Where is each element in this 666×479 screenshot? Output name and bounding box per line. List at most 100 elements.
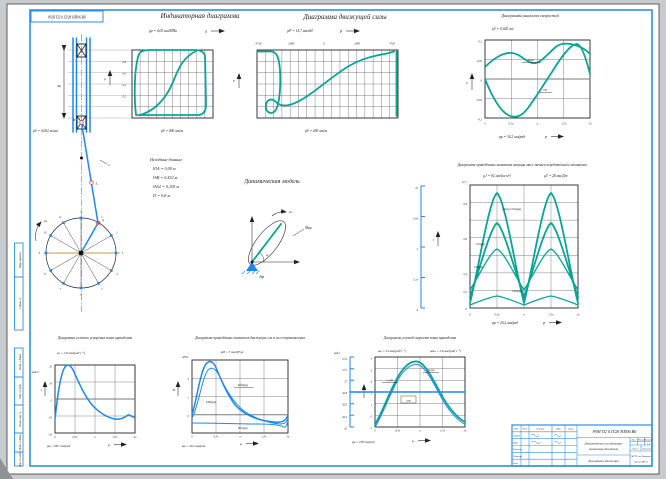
- Mc-label: Мспр(φ): [237, 427, 248, 430]
- svg-text:Перв. примен.: Перв. примен.: [19, 251, 22, 269]
- indicator-row-label: 0,8: [123, 61, 127, 64]
- title-velocity: Диаграммы аналогов скоростей: [500, 13, 559, 18]
- bracket-tick: 3/2π: [413, 218, 419, 221]
- inertia-ytick: 0,2: [464, 291, 468, 294]
- bracket-tick: 2π: [415, 187, 418, 190]
- eps-scale-phi: μφ = 68,7 мм/рад: [47, 444, 71, 449]
- initial-line: D = 0,8 м: [152, 193, 170, 199]
- model-omega-arc: [271, 209, 287, 217]
- J45-curve: [469, 295, 579, 306]
- omega-left-tick: 26,8: [342, 392, 347, 395]
- delta-omega-label: Δω(φ): [426, 369, 434, 372]
- point-A-label: А: [101, 218, 104, 222]
- omega-xtick: 0: [374, 430, 376, 433]
- svg-text:Подп. и дата: Подп. и дата: [19, 434, 22, 452]
- indicator-loop-curve: [133, 49, 207, 116]
- inertia-xtick: 1,5π: [549, 314, 554, 317]
- omega-xtick: 0,5π: [395, 430, 400, 433]
- omega-inner-tick: 0: [371, 416, 373, 419]
- svg-text:Инв. № дубл.: Инв. № дубл.: [19, 383, 22, 400]
- initial-line: lОА = 0,09 м: [153, 166, 176, 172]
- model-ellipse: [248, 220, 286, 266]
- title-moments: Диаграмма приведённых моментов движущих …: [194, 336, 305, 340]
- tb-row: Н.контр.: [512, 455, 523, 458]
- driving-x-value: -4728: [255, 43, 262, 46]
- tb-row: Пров.: [512, 441, 519, 444]
- crank-position-number: 2: [116, 231, 118, 234]
- tb-masshtab-value: 1:1: [647, 442, 650, 445]
- omega1-arc: [35, 221, 42, 242]
- eps-ytick: -10: [48, 417, 52, 420]
- Msum-curve: [191, 367, 289, 425]
- Jpr-curve: [469, 192, 579, 304]
- phi-arc: [259, 252, 265, 263]
- title-driving: Диаграмма движущей силы: [302, 13, 387, 21]
- jpr-label: Jпр: [259, 275, 264, 279]
- svg-text:Инв. № подл.: Инв. № подл.: [19, 451, 22, 468]
- gost-stamp-topleft: 8ЧН П2 0.П/28 НП06.В6: [30, 10, 104, 23]
- omega-left-tick: 26,6: [342, 404, 347, 407]
- J2-label: J2пр(φ): [476, 243, 485, 246]
- velocity-ytick: 0,1: [479, 41, 483, 44]
- crank-spoke: [50, 252, 82, 271]
- inertia-xtick: 2π: [577, 314, 580, 317]
- crank-spoke: [80, 252, 112, 271]
- omega-xtick: 1,5π: [440, 430, 445, 433]
- indicator-row-label: 0,6: [123, 73, 127, 76]
- inertia-ytick: 0: [466, 308, 468, 311]
- inertia-xtick: 0,5π: [495, 314, 500, 317]
- driving-force-chart: μР = 14,7 мм/кН Р -4728 -2989 0 2989 472…: [232, 28, 399, 133]
- point-B-label: В: [73, 118, 75, 122]
- eps-ytick: -20: [48, 434, 52, 437]
- crank-position-dot: [49, 269, 52, 272]
- delta-omega-curve: [374, 364, 466, 428]
- tb-header: Подп.: [555, 428, 562, 431]
- velocity-xtick: 0: [484, 123, 486, 126]
- crank-position-dot: [110, 234, 113, 237]
- tb-masshtab: Масштаб: [643, 439, 654, 442]
- tb-lit: Лит.: [630, 440, 636, 442]
- crank-position-dot: [44, 251, 48, 255]
- engine-mechanism: Н В S₂ 2 А 0 1 2 3 4 5 6 7 8 9 10 11: [33, 34, 132, 312]
- signatures: [530, 434, 562, 444]
- moments-chart: μМ = 3 мм/(Н·м) кН·м 4 2 0 М Мдпр(φ) ΣМп…: [171, 350, 290, 449]
- driving-x-value: 2989: [354, 43, 360, 46]
- crank-position-dot: [114, 251, 118, 255]
- point-marker: [80, 156, 83, 160]
- tb-header: Изм.: [513, 429, 519, 431]
- bracket-tick: 1/2π: [413, 279, 419, 282]
- V-axis-label: V: [466, 81, 469, 85]
- omega-chart: μω = 34 мм/(рад·с⁻¹) μΔω = 2,8 мм/(рад·с…: [333, 349, 467, 444]
- crank-position-dot: [79, 286, 83, 290]
- omega-inner-tick: 1: [371, 404, 373, 407]
- inertia-ytick: 0,8: [464, 203, 468, 206]
- page: [6, 3, 660, 475]
- moments-xtick: 2π: [287, 436, 290, 439]
- moments-xtick: 0: [191, 436, 193, 439]
- sheet-frame: [29, 9, 653, 467]
- eps-xtick: 2π: [134, 436, 137, 439]
- title-indicator: Индикаторная диаграмма: [160, 12, 240, 20]
- SB-curve-label: SВ(φ): [528, 59, 535, 62]
- inertia-ytick: 0,4: [464, 273, 468, 276]
- tb-org2: группа МВ-21: [634, 461, 648, 464]
- gost-col: Справ. №: [14, 276, 24, 331]
- omega-left-tick: 27,2: [342, 369, 347, 372]
- omega-inner-tick: 2: [371, 393, 373, 396]
- velocity-scale: μV = 0,020 м/с: [492, 27, 514, 32]
- moments-ytick: 2: [188, 397, 190, 400]
- driving-force-curve: [256, 50, 398, 117]
- ground-hatch: [241, 270, 260, 275]
- driving-x-value: 4728: [389, 43, 395, 46]
- page-corner-shadow: [0, 458, 13, 479]
- rod-cg-point: [89, 180, 94, 185]
- crank-position-dot: [62, 221, 65, 224]
- omega-left-tick: 26: [344, 428, 347, 431]
- Mc-curve: [191, 420, 289, 428]
- S2-label: S₂: [96, 182, 100, 186]
- driving-scale-top: μР = 14,7 мм/кН: [287, 29, 313, 34]
- crank-position-number: 0: [80, 211, 82, 214]
- eps-xtick: 1,5π: [113, 436, 118, 439]
- eps-xtick: 0,5π: [73, 436, 78, 439]
- indicator-row-label: 0,2: [123, 96, 127, 99]
